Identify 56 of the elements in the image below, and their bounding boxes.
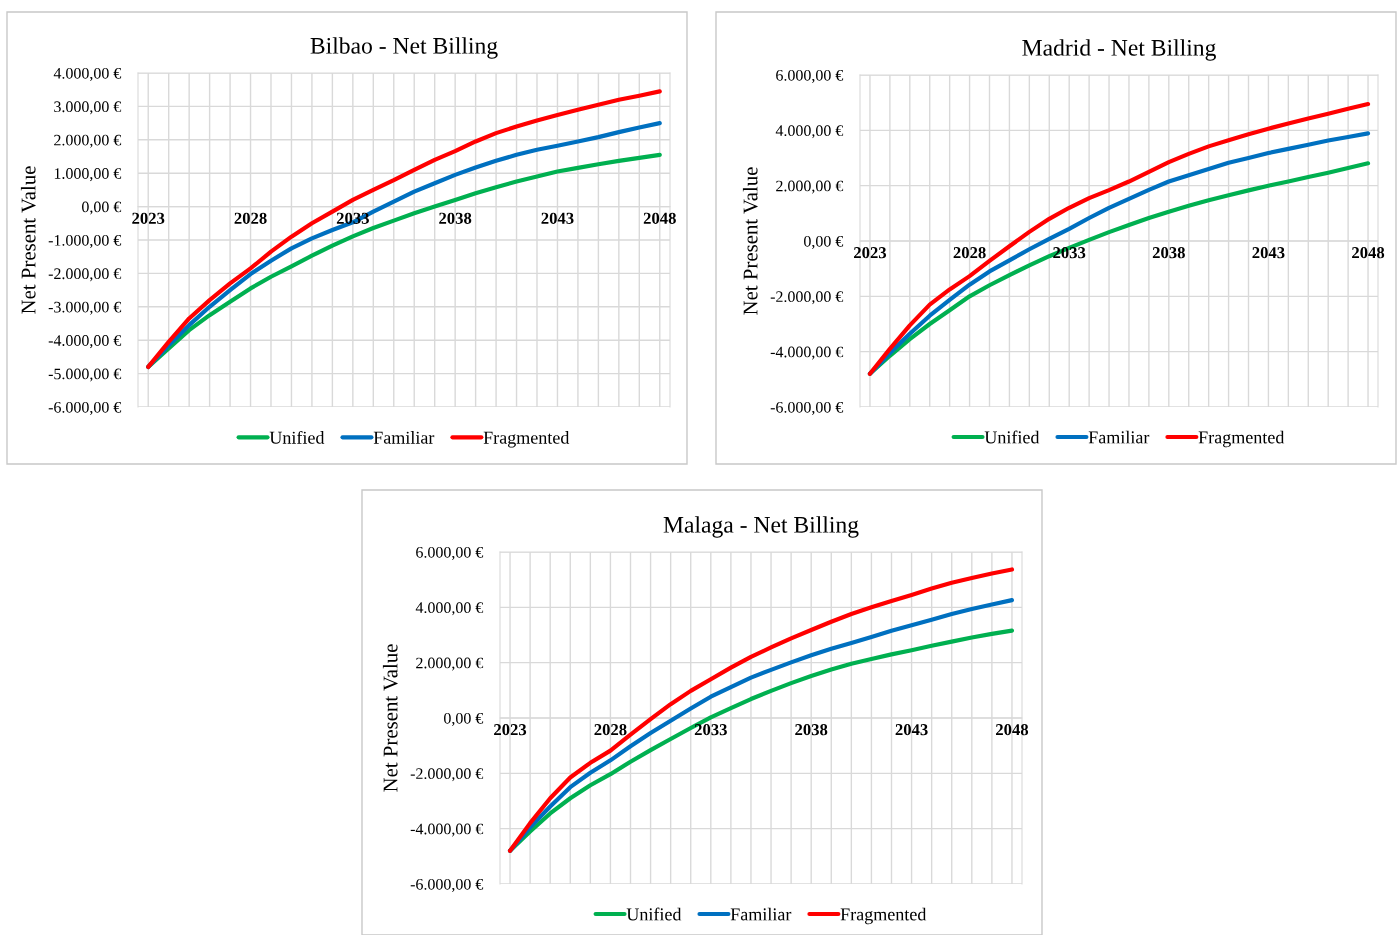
legend-label: Familiar — [1088, 430, 1150, 444]
x-tick-label: 2028 — [234, 212, 267, 224]
y-tick-label: 2.000,00 € — [54, 134, 122, 148]
x-tick-label: 2038 — [439, 212, 472, 224]
y-tick-label: -6.000,00 € — [410, 878, 484, 892]
legend-label: Familiar — [730, 907, 792, 921]
x-tick-label: 2038 — [1152, 247, 1185, 259]
y-tick-label: -2.000,00 € — [410, 768, 484, 782]
x-tick-label: 2028 — [594, 724, 627, 736]
x-tick-label: 2038 — [795, 724, 828, 736]
y-tick-label: 4.000,00 € — [775, 125, 844, 139]
x-tick-label: 2043 — [541, 212, 574, 224]
y-tick-label: 2.000,00 € — [776, 180, 844, 194]
y-tick-label: -4.000,00 € — [410, 823, 484, 837]
y-tick-label: 6.000,00 € — [776, 69, 844, 83]
y-tick-label: 4.000,00 € — [415, 602, 484, 616]
y-tick-label: 3.000,00 € — [54, 101, 122, 115]
y-tick-label: -6.000,00 € — [770, 401, 844, 415]
y-tick-label: -2.000,00 € — [770, 291, 844, 305]
y-tick-label: -6.000,00 € — [48, 401, 122, 415]
y-tick-label: 0,00 € — [82, 201, 122, 215]
y-tick-label: -5.000,00 € — [48, 368, 122, 382]
y-tick-label: 6.000,00 € — [416, 546, 484, 560]
x-tick-label: 2043 — [895, 724, 928, 736]
x-tick-label: 2048 — [1352, 247, 1385, 259]
x-tick-label: 2023 — [854, 247, 887, 259]
y-tick-label: -4.000,00 € — [770, 346, 844, 360]
y-tick-label: 1.000,00 € — [54, 168, 122, 182]
legend-label: Fragmented — [483, 431, 570, 448]
y-tick-label: 0,00 € — [444, 712, 484, 726]
y-axis-title: Net Present Value — [742, 167, 758, 315]
x-tick-label: 2043 — [1252, 247, 1285, 259]
legend-label: Unified — [984, 430, 1040, 444]
y-tick-label: 0,00 € — [804, 235, 844, 249]
legend-label: Fragmented — [1198, 430, 1285, 448]
chart-title: Malaga - Net Billing — [663, 516, 859, 538]
y-tick-label: -2.000,00 € — [48, 268, 122, 282]
x-tick-label: 2033 — [694, 724, 727, 736]
x-tick-label: 2028 — [953, 247, 986, 259]
legend-label: Unified — [626, 907, 682, 921]
x-tick-label: 2023 — [494, 724, 527, 736]
x-tick-label: 2023 — [132, 212, 165, 224]
x-tick-label: 2048 — [643, 212, 676, 224]
legend-label: Unified — [269, 430, 325, 444]
legend-label: Fragmented — [840, 907, 927, 925]
legend-label: Familiar — [373, 431, 435, 444]
x-tick-label: 2048 — [996, 724, 1029, 736]
y-tick-label: -1.000,00 € — [48, 234, 122, 248]
y-axis-title: Net Present Value — [20, 166, 36, 314]
chart-title: Madrid - Net Billing — [1022, 39, 1216, 61]
y-tick-label: -4.000,00 € — [48, 335, 122, 349]
y-tick-label: 2.000,00 € — [416, 657, 484, 671]
y-tick-label: -3.000,00 € — [48, 301, 122, 315]
y-tick-label: 4.000,00 € — [53, 67, 122, 81]
chart-title: Bilbao - Net Billing — [310, 37, 498, 59]
y-axis-title: Net Present Value — [382, 644, 398, 792]
